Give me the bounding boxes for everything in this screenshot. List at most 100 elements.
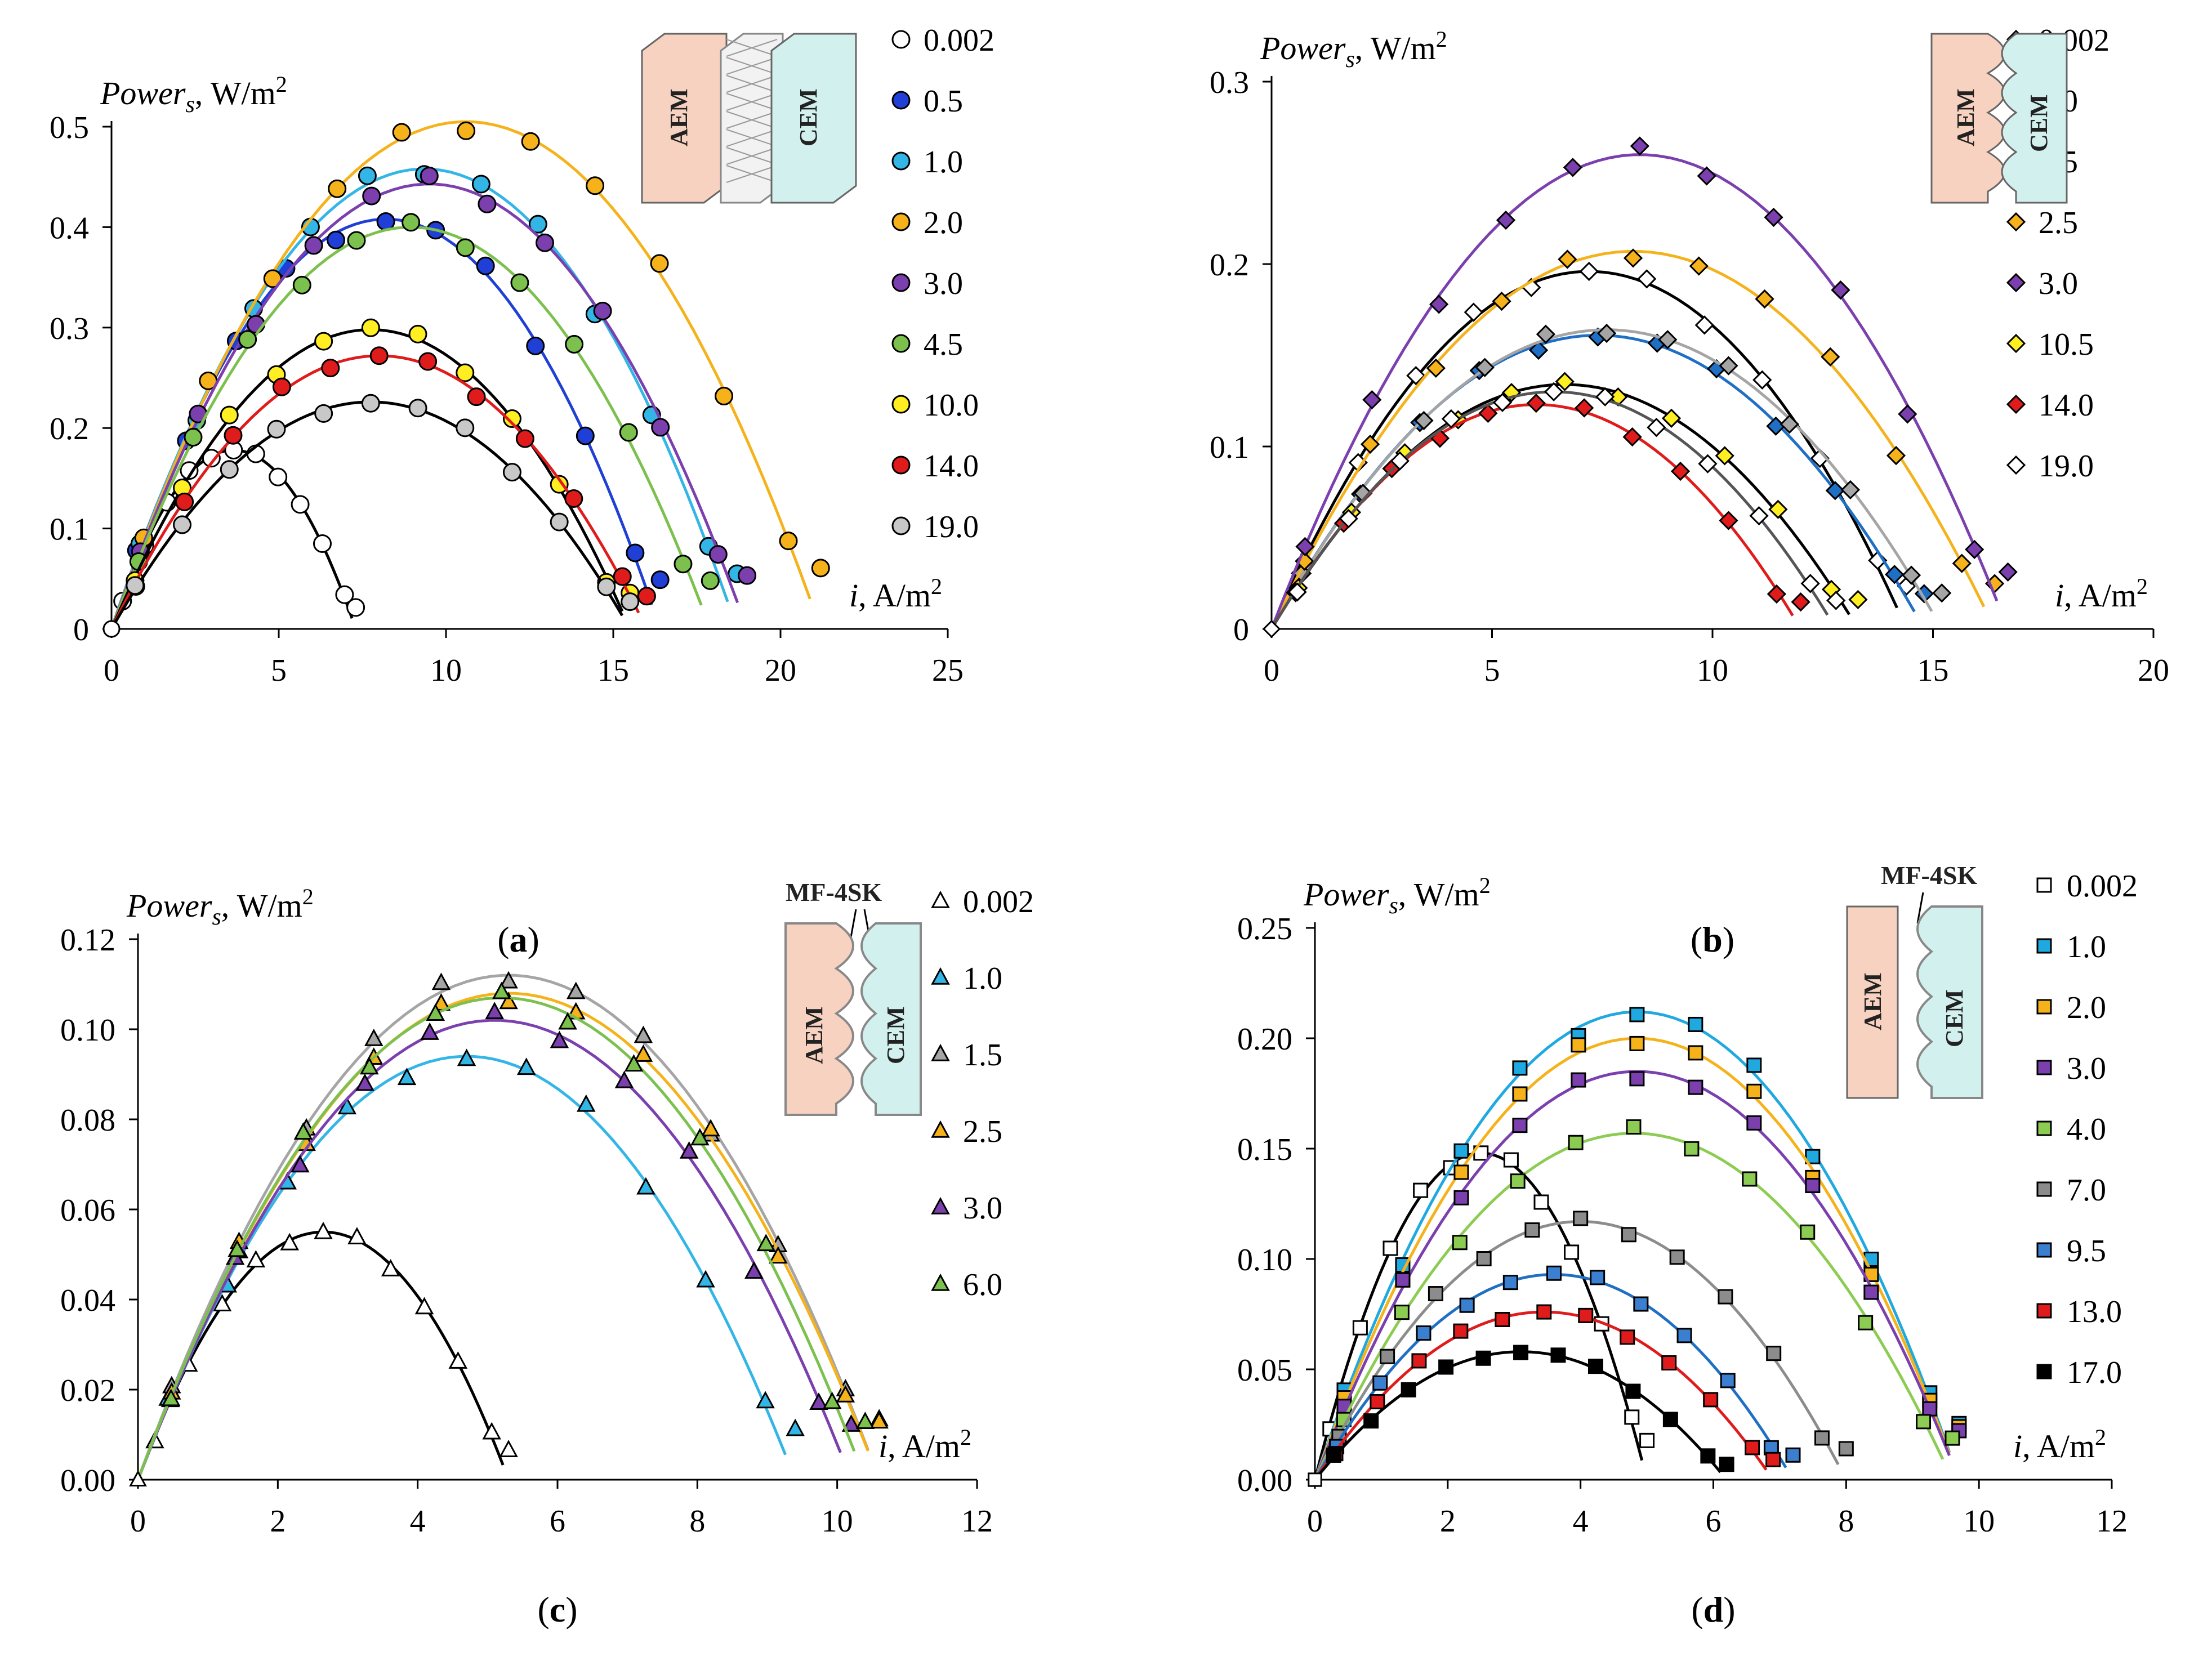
data-point-2.0 xyxy=(521,132,540,151)
mesh-line xyxy=(726,165,778,183)
data-point-6.0 xyxy=(624,1054,644,1072)
data-point-17.0 xyxy=(1363,1413,1379,1429)
membrane-schematic: MF-4SK AEM CEM xyxy=(1846,861,1983,1099)
legend-label: 17.0 xyxy=(2067,1355,2122,1390)
data-point-9.5 xyxy=(1590,1270,1606,1285)
data-point-7.0 xyxy=(1814,1430,1830,1446)
data-point-1.0 xyxy=(1688,1016,1703,1032)
data-point-0.002 xyxy=(1564,1244,1580,1260)
mesh-line xyxy=(726,93,778,111)
data-point-19.0 xyxy=(220,460,239,479)
legend-marker-17.0 xyxy=(2036,1364,2052,1379)
data-point-3.0 xyxy=(1453,1190,1469,1205)
data-point-3.0 xyxy=(679,1141,699,1159)
series-curve-2.5 xyxy=(1270,250,1986,630)
data-point-0.5 xyxy=(576,426,595,445)
data-point-3.0 xyxy=(1746,1115,1762,1131)
x-tick-label: 5 xyxy=(271,653,287,688)
data-point-0.002 xyxy=(280,1233,299,1251)
data-point-1.0 xyxy=(358,166,377,185)
legend-marker-3.0 xyxy=(2036,1060,2052,1075)
y-tick-label: 0.1 xyxy=(50,512,89,547)
legend-label: 2.0 xyxy=(2067,990,2106,1025)
data-point-4.5 xyxy=(674,555,693,574)
aem-block xyxy=(784,922,854,1116)
data-point-9.5 xyxy=(1372,1375,1388,1391)
legend-label: 2.5 xyxy=(963,1114,1002,1149)
legend-marker-1.0 xyxy=(891,151,911,171)
data-point-19.0 xyxy=(408,399,427,418)
x-axis-title: i, A/m2 xyxy=(2055,574,2148,614)
cem-label: CEM xyxy=(1941,989,1968,1047)
y-tick-label: 0.00 xyxy=(60,1463,115,1498)
data-point-4.5 xyxy=(238,330,257,349)
x-tick-label: 20 xyxy=(2138,653,2169,688)
x-tick-label: 6 xyxy=(550,1504,565,1539)
legend-label: 3.0 xyxy=(924,266,963,301)
legend-label: 13.0 xyxy=(2067,1294,2122,1329)
data-point-3.0 xyxy=(1965,539,1984,559)
mesh-line xyxy=(726,129,778,147)
data-point-1.5 xyxy=(1840,480,1860,499)
data-point-2.5 xyxy=(1755,289,1774,309)
data-point-0.002 xyxy=(1406,365,1426,386)
legend-label: 14.0 xyxy=(2039,388,2094,423)
legend-label: 2.5 xyxy=(2039,206,2078,240)
y-tick-label: 0.2 xyxy=(50,412,89,446)
data-point-0.002 xyxy=(1579,261,1599,282)
data-point-3.0 xyxy=(478,194,497,213)
data-point-1.0 xyxy=(471,175,490,194)
membrane-schematic: MF-4SK AEM CEM xyxy=(784,878,922,1116)
data-point-3.0 xyxy=(1496,210,1516,230)
x-tick-label: 0 xyxy=(104,653,119,688)
data-point-9.5 xyxy=(1502,1275,1518,1291)
data-point-17.0 xyxy=(1513,1345,1529,1360)
data-point-13.0 xyxy=(1661,1355,1677,1371)
data-point-10.5 xyxy=(1555,372,1575,391)
legend-label: 1.0 xyxy=(2067,930,2106,965)
data-point-14.0 xyxy=(418,352,438,371)
data-point-6.0 xyxy=(558,1012,577,1030)
legend-label: 1.0 xyxy=(963,961,1002,996)
data-point-14.0 xyxy=(1767,584,1787,604)
y-axis-title: Powers, W/m2 xyxy=(100,72,287,118)
data-point-origin xyxy=(129,1470,147,1486)
data-point-9.5 xyxy=(1459,1297,1475,1313)
data-point-6.0 xyxy=(690,1128,710,1146)
mesh-line xyxy=(726,75,778,93)
legend-label: 3.0 xyxy=(963,1191,1002,1226)
data-point-1.5 xyxy=(1719,356,1738,376)
data-point-14.0 xyxy=(1719,511,1738,530)
y-tick-label: 0.4 xyxy=(50,211,89,245)
legend-marker-4.5 xyxy=(891,334,911,353)
data-point-17.0 xyxy=(1438,1359,1454,1375)
data-point-6.0 xyxy=(492,981,511,999)
data-point-13.0 xyxy=(1370,1394,1385,1409)
data-point-19.0 xyxy=(314,404,333,423)
data-point-3.0 xyxy=(1764,207,1783,227)
data-point-19.0 xyxy=(1339,508,1358,529)
data-point-1.0 xyxy=(696,1270,715,1288)
data-point-14.0 xyxy=(321,359,340,378)
data-point-2.5 xyxy=(1360,434,1380,454)
panel-caption: (a) xyxy=(497,919,539,959)
legend-marker-3.0 xyxy=(2006,273,2026,293)
data-point-1.5 xyxy=(634,1025,653,1043)
legend-label: 14.0 xyxy=(924,449,979,484)
data-point-7.0 xyxy=(1476,1251,1492,1267)
data-point-1.5 xyxy=(1536,324,1556,344)
data-point-0.002 xyxy=(499,1440,518,1457)
data-point-1.5 xyxy=(1596,323,1617,343)
data-point-2.0 xyxy=(586,176,605,195)
data-point-4.5 xyxy=(184,428,203,447)
x-tick-label: 5 xyxy=(1484,653,1500,688)
data-point-0.002 xyxy=(346,598,365,617)
data-point-19.0 xyxy=(1647,417,1666,437)
data-point-4.0 xyxy=(1858,1315,1874,1330)
legend-label: 4.5 xyxy=(924,327,963,362)
data-point-17.0 xyxy=(1475,1350,1491,1366)
data-point-1.0 xyxy=(1528,340,1549,360)
y-tick-label: 0.10 xyxy=(1237,1243,1292,1278)
data-point-3.0 xyxy=(593,301,612,320)
cem-block xyxy=(2001,33,2068,204)
